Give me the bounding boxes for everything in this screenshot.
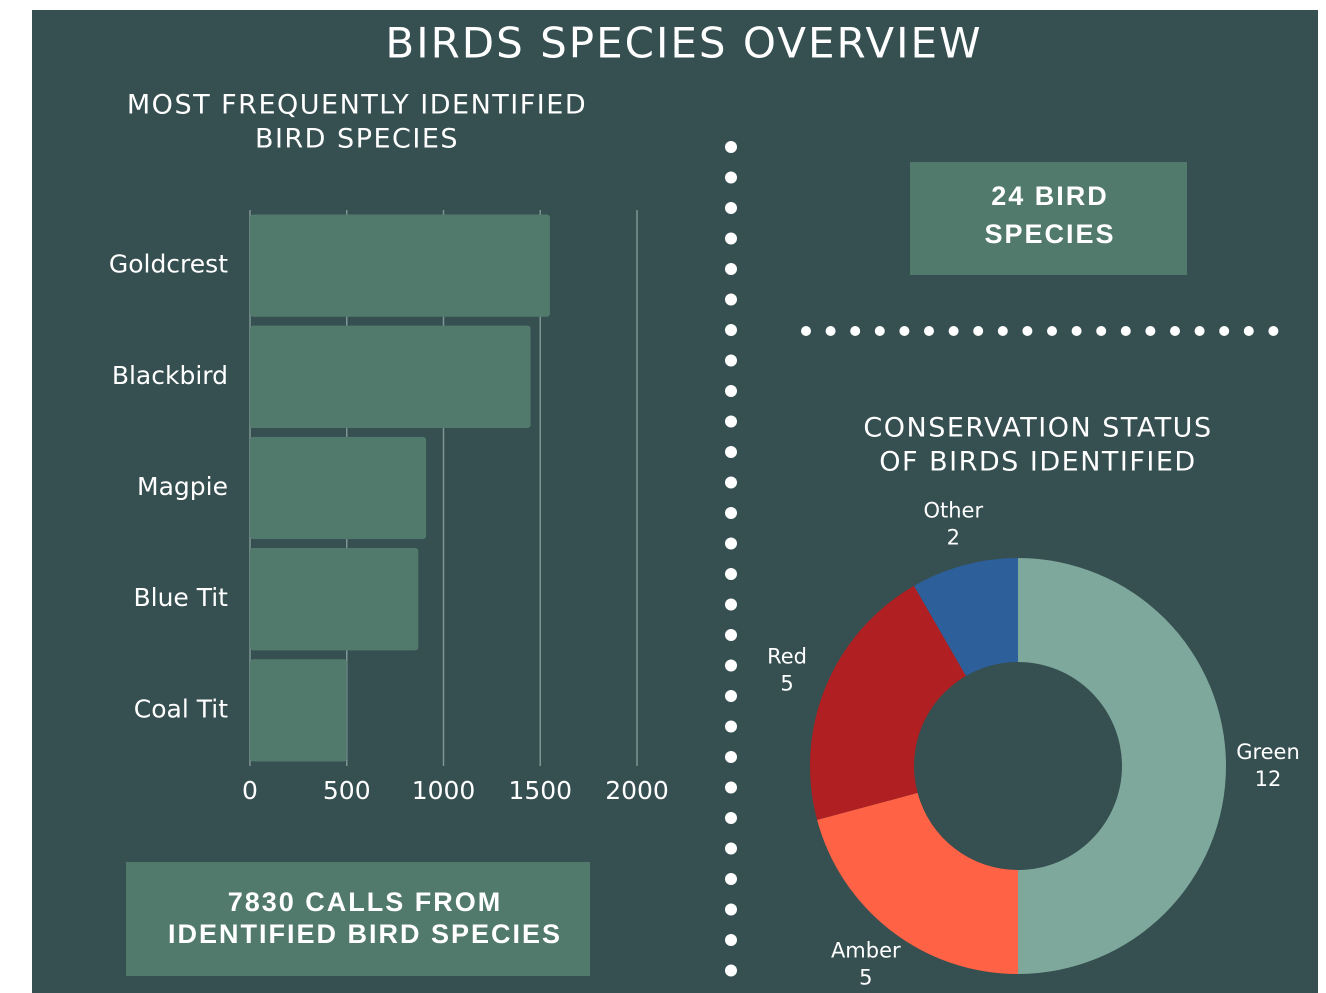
dot — [899, 326, 910, 336]
slice-label: Green — [1236, 740, 1300, 764]
dot — [725, 934, 737, 946]
dot — [1268, 326, 1279, 336]
y-tick-label: Goldcrest — [109, 250, 228, 279]
slice-value: 5 — [859, 965, 872, 989]
slice-label: Other — [923, 499, 983, 523]
dot — [874, 326, 885, 336]
separator — [725, 141, 1279, 977]
chart-title: BIRD SPECIES — [255, 124, 459, 155]
bar — [250, 548, 419, 651]
dot — [725, 842, 737, 855]
dot — [850, 326, 861, 336]
dot — [1022, 326, 1033, 336]
dot — [1243, 326, 1254, 336]
x-tick-label: 1500 — [508, 776, 572, 805]
dot — [725, 385, 737, 397]
y-tick-label: Magpie — [137, 472, 228, 501]
dot — [725, 781, 737, 794]
callout-text: 24 BIRD — [991, 181, 1109, 211]
dot — [725, 964, 737, 977]
dot — [801, 326, 811, 336]
dot — [1071, 326, 1082, 336]
dot — [1219, 326, 1230, 336]
dot — [725, 903, 737, 916]
dot — [725, 171, 737, 184]
dot — [725, 446, 737, 458]
dot — [725, 232, 737, 245]
dot — [725, 659, 737, 672]
dot — [725, 629, 737, 641]
dot — [725, 263, 737, 275]
main-title: BIRDS SPECIES OVERVIEW — [385, 19, 982, 68]
bar — [250, 436, 427, 540]
donut-slice — [809, 585, 966, 820]
chart-title: MOST FREQUENTLY IDENTIFIED — [127, 90, 587, 121]
slice-label: Red — [767, 644, 807, 668]
callout-text: 7830 CALLS FROM — [228, 887, 503, 917]
x-tick-label: 2000 — [605, 776, 669, 805]
x-tick-label: 1000 — [412, 776, 476, 805]
dot — [1145, 326, 1156, 336]
dot — [997, 326, 1008, 336]
dot — [725, 812, 737, 824]
dot — [725, 873, 737, 885]
bar — [250, 214, 550, 317]
dot — [725, 476, 737, 489]
dot — [1170, 326, 1180, 336]
y-tick-label: Blackbird — [112, 361, 228, 390]
dot — [825, 326, 836, 336]
dot — [725, 507, 737, 519]
dot — [725, 720, 737, 733]
chart-title: CONSERVATION STATUS — [863, 413, 1212, 444]
dot — [725, 202, 737, 214]
donut-slice — [914, 558, 1018, 676]
bar — [250, 325, 531, 428]
x-tick-label: 0 — [242, 776, 258, 805]
dot — [725, 568, 737, 580]
dot — [973, 326, 984, 336]
dot — [1194, 326, 1205, 336]
dot — [1047, 326, 1057, 336]
y-tick-label: Coal Tit — [134, 694, 228, 723]
dot — [948, 326, 959, 336]
callout-text: SPECIES — [984, 219, 1115, 249]
donut-slice — [817, 792, 1018, 974]
dot — [725, 598, 737, 611]
callout-box — [126, 862, 590, 976]
dot — [1096, 326, 1107, 336]
dot — [725, 141, 737, 153]
slice-value: 12 — [1255, 767, 1282, 791]
donut-slice — [1018, 558, 1226, 974]
slice-label: Amber — [831, 938, 901, 962]
dot — [725, 690, 737, 702]
callout-box — [910, 162, 1187, 275]
x-tick-label: 500 — [323, 776, 371, 805]
y-tick-label: Blue Tit — [133, 583, 228, 612]
chart-title: OF BIRDS IDENTIFIED — [879, 447, 1196, 478]
dot — [1120, 326, 1131, 336]
dot — [725, 324, 737, 336]
dot — [725, 751, 737, 763]
slice-value: 2 — [947, 526, 960, 550]
dot — [924, 326, 934, 336]
dot — [725, 415, 737, 428]
slice-value: 5 — [780, 671, 793, 695]
callout-text: IDENTIFIED BIRD SPECIES — [168, 919, 562, 949]
dot — [725, 537, 737, 550]
bar — [250, 659, 347, 762]
dot — [725, 293, 737, 306]
dot — [725, 354, 737, 367]
